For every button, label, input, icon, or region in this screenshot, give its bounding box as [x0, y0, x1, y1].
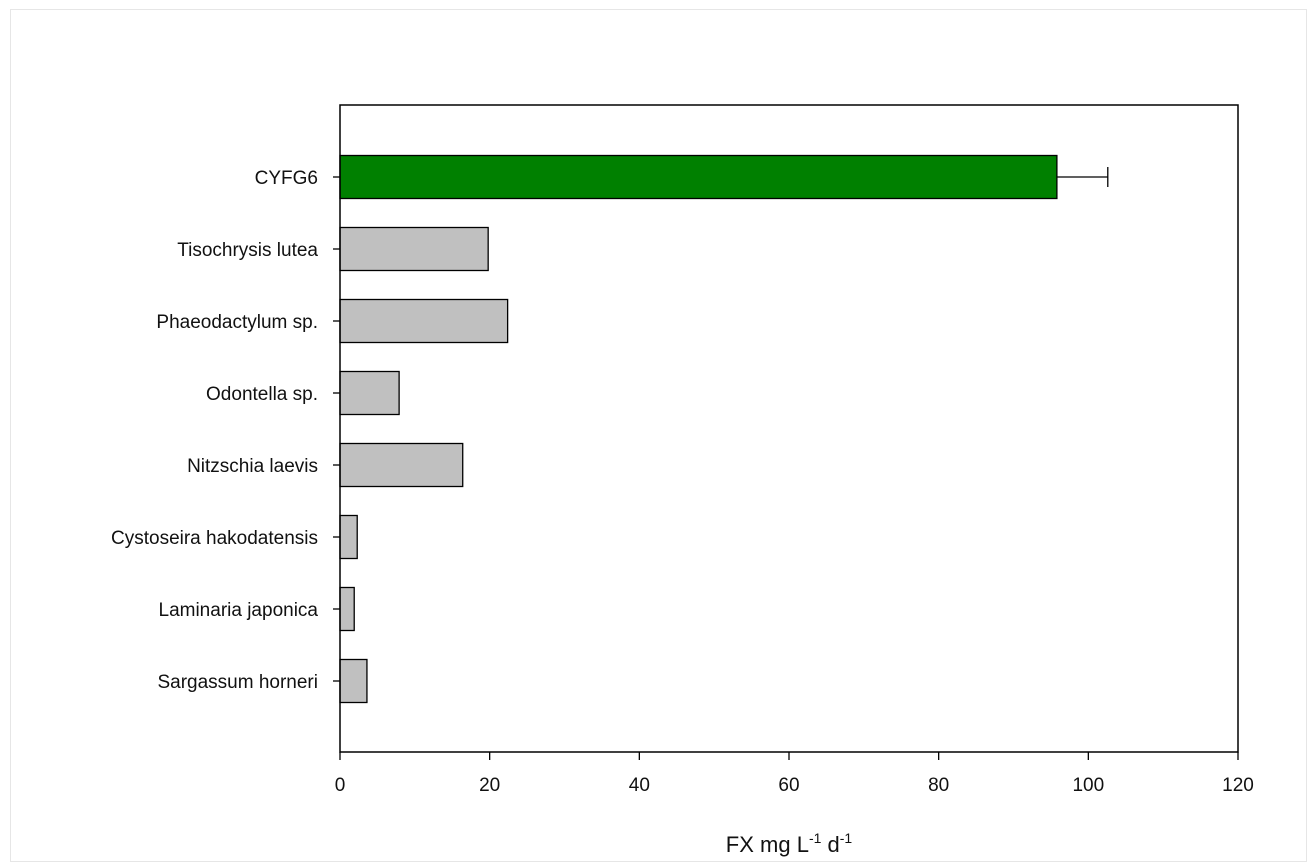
x-axis-title-exponent-1: -1 — [809, 830, 822, 846]
bar — [339, 442, 464, 488]
x-tick-label: 0 — [335, 775, 346, 796]
x-tick-label: 60 — [778, 775, 799, 796]
figure-frame — [10, 9, 1307, 862]
x-axis-title: FX mg L-1 d-1 — [726, 830, 853, 857]
y-tick-label: Odontella sp. — [206, 384, 318, 405]
y-tick-label: Tisochrysis lutea — [177, 240, 318, 261]
plot-area-frame — [339, 104, 1239, 753]
y-tick-label: CYFG6 — [255, 168, 318, 189]
bar — [339, 226, 489, 272]
x-tick-label: 40 — [629, 775, 650, 796]
y-tick-label: Laminaria japonica — [159, 600, 319, 621]
bars-layer — [339, 154, 1109, 704]
x-tick-label: 20 — [479, 775, 500, 796]
x-tick-label: 80 — [928, 775, 949, 796]
y-tick-label: Nitzschia laevis — [187, 456, 318, 477]
bar — [339, 370, 400, 416]
bar — [339, 586, 355, 632]
bar — [339, 514, 358, 560]
x-axis-title-exponent-2: -1 — [840, 830, 853, 846]
x-axis-title-mid: d — [821, 832, 839, 857]
y-tick-label: Cystoseira hakodatensis — [111, 528, 318, 549]
ticks-layer: CYFG6 Tisochrysis lutea Phaeodactylum sp. O… — [111, 168, 1254, 796]
y-tick-label: Phaeodactylum sp. — [156, 312, 318, 333]
y-tick-label: Sargassum horneri — [157, 672, 318, 693]
bar — [339, 658, 368, 704]
x-tick-label: 100 — [1072, 775, 1104, 796]
bar — [339, 154, 1058, 200]
x-tick-label: 120 — [1222, 775, 1254, 796]
bar — [339, 298, 509, 344]
x-axis-title-main: FX mg L — [726, 832, 809, 857]
